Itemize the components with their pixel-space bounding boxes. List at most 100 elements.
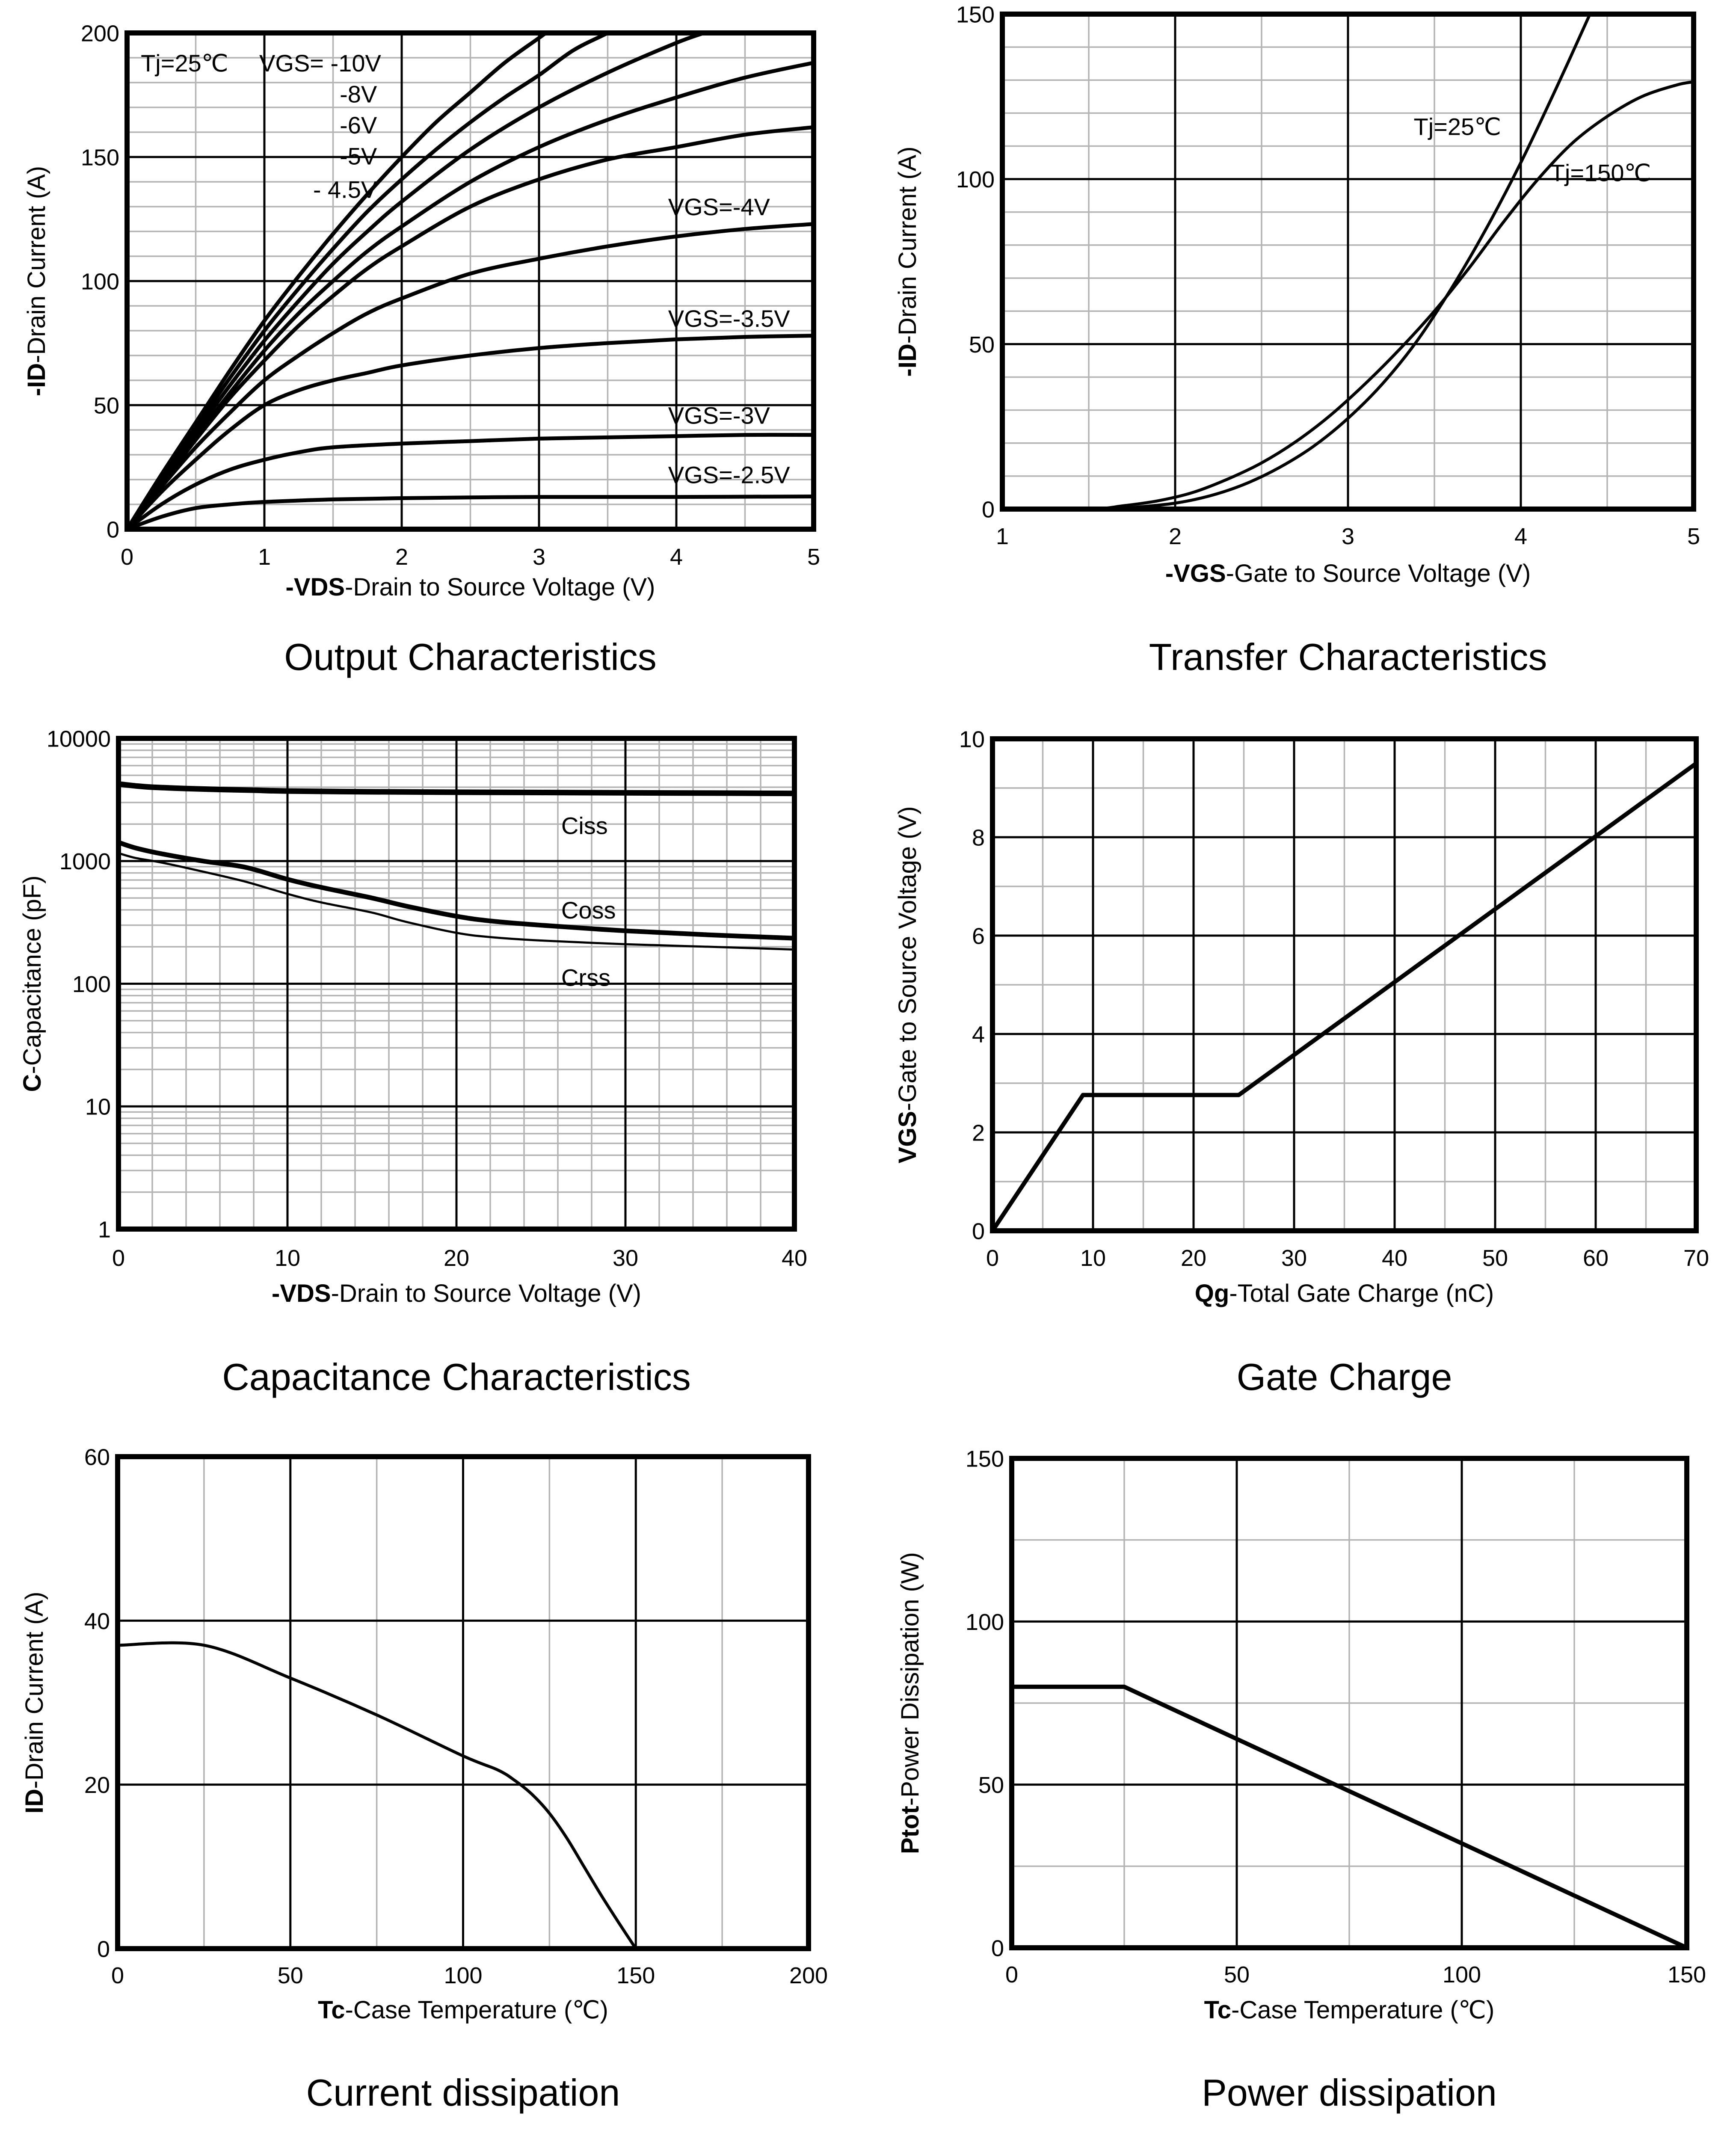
curve-annotations: Tj=25℃ VGS= -10V -8V -6V -5V - 4.5V VGS=-4V VGS… bbox=[141, 50, 790, 489]
annotation-label: -5V bbox=[340, 142, 377, 169]
x-tick-label: 100 bbox=[444, 1963, 482, 1988]
x-tick-label: 5 bbox=[1687, 524, 1700, 549]
x-tick-label: 20 bbox=[444, 1245, 469, 1271]
curve-vgs--2.5v bbox=[127, 494, 814, 529]
y-tick-labels: 1 10 100 1000 10000 bbox=[47, 726, 111, 1242]
x-tick-labels: 0 10 20 30 40 bbox=[112, 1245, 807, 1271]
y-tick-label: 0 bbox=[107, 517, 119, 542]
plot-border bbox=[115, 1454, 811, 1951]
x-tick-label: 200 bbox=[789, 1963, 828, 1988]
x-axis-title: Tc-Case Temperature (℃) bbox=[318, 1996, 608, 2024]
x-tick-label: 4 bbox=[1514, 524, 1527, 549]
y-tick-labels: 0 50 100 150 bbox=[966, 1446, 1004, 1961]
x-tick-label: 2 bbox=[1169, 524, 1182, 549]
x-tick-label: 30 bbox=[613, 1245, 638, 1271]
curve-annotations: Tj=25℃ Tj=150℃ bbox=[1414, 113, 1651, 186]
x-tick-label: 0 bbox=[1005, 1962, 1018, 1988]
curve-vgs--8v bbox=[127, 33, 612, 529]
chart-caption: Current dissipation bbox=[306, 2071, 620, 2114]
y-tick-label: 150 bbox=[956, 2, 995, 27]
y-tick-label: 10000 bbox=[47, 726, 111, 752]
curve-ptot-vs-tc bbox=[1012, 1684, 1687, 1948]
chart-caption: Capacitance Characteristics bbox=[222, 1356, 691, 1398]
plot-border bbox=[1000, 12, 1696, 512]
y-tick-label: 0 bbox=[991, 1935, 1004, 1961]
x-tick-label: 50 bbox=[278, 1963, 303, 1988]
minor-gridlines bbox=[992, 739, 1696, 1231]
x-tick-label: 0 bbox=[111, 1963, 124, 1988]
annotation-label: VGS= -10V bbox=[259, 50, 381, 77]
curve-vgs--6v bbox=[127, 33, 710, 529]
x-tick-labels: 1 2 3 4 5 bbox=[996, 524, 1700, 549]
annotation-label: Ciss bbox=[561, 812, 608, 839]
y-tick-label: 50 bbox=[94, 393, 119, 418]
y-tick-label: 200 bbox=[81, 21, 119, 46]
curve-coss bbox=[118, 840, 794, 941]
y-axis-title: VGS-Gate to Source Voltage (V) bbox=[894, 806, 921, 1164]
series-curves bbox=[1012, 1684, 1687, 1948]
x-tick-label: 3 bbox=[1342, 524, 1354, 549]
y-tick-label: 150 bbox=[966, 1446, 1004, 1472]
y-tick-label: 0 bbox=[982, 497, 995, 522]
curve-annotations: Ciss Coss Crss bbox=[561, 812, 616, 991]
x-tick-label: 10 bbox=[1080, 1245, 1106, 1271]
x-tick-labels: 0 10 20 30 40 50 60 70 bbox=[986, 1245, 1709, 1271]
series-curves bbox=[992, 761, 1696, 1231]
annotation-label: Tj=25℃ bbox=[1414, 113, 1502, 140]
y-axis-title: -ID-Drain Current (A) bbox=[894, 146, 921, 376]
y-axis-title: C-Capacitance (pF) bbox=[18, 875, 46, 1092]
chart-power-dissipation: 0 50 100 150 0 50 100 150 Tc-Case Temperature (℃… bbox=[896, 1446, 1706, 2114]
annotation-label: - 4.5V bbox=[313, 176, 377, 203]
y-tick-label: 150 bbox=[81, 145, 119, 170]
x-axis-title: Tc-Case Temperature (℃) bbox=[1204, 1996, 1495, 2024]
curve-vgs--3v bbox=[127, 433, 814, 529]
curve-vgs-vs-qg bbox=[992, 761, 1696, 1231]
plot-border bbox=[116, 736, 797, 1232]
plot-border bbox=[1009, 1456, 1689, 1950]
y-tick-label: 4 bbox=[972, 1022, 985, 1047]
y-tick-label: 6 bbox=[972, 923, 985, 949]
x-tick-label: 5 bbox=[807, 544, 820, 570]
minor-gridlines bbox=[1012, 1458, 1687, 1948]
chart-caption: Transfer Characteristics bbox=[1149, 636, 1547, 678]
annotation-label: VGS=-4V bbox=[668, 193, 770, 220]
x-axis-title: -VDS-Drain to Source Voltage (V) bbox=[286, 573, 655, 601]
chart-capacitance: 0 10 20 30 40 1 10 100 1000 10000 -VDS-Drain to So… bbox=[18, 726, 807, 1398]
x-tick-label: 50 bbox=[1482, 1245, 1508, 1271]
x-tick-label: 2 bbox=[395, 544, 408, 570]
series-curves bbox=[1002, 14, 1694, 509]
curve-tj-150- bbox=[1002, 80, 1694, 509]
curve-vgs--10v bbox=[127, 33, 549, 529]
y-tick-label: 50 bbox=[978, 1772, 1004, 1798]
annotation-label: VGS=-2.5V bbox=[668, 462, 790, 489]
x-tick-label: 100 bbox=[1443, 1962, 1481, 1988]
x-axis-title: Qg-Total Gate Charge (nC) bbox=[1195, 1280, 1494, 1307]
x-tick-label: 1 bbox=[996, 524, 1009, 549]
major-gridlines bbox=[992, 739, 1696, 1231]
chart-current-dissipation: 0 50 100 150 200 0 20 40 60 Tc-Case Temperature (… bbox=[21, 1444, 828, 2114]
chart-gate-charge: 0 10 20 30 40 50 60 70 0 2 4 6 8 10 Qg-Total Gate Char… bbox=[894, 726, 1709, 1398]
annotation-label: Tj=150℃ bbox=[1550, 159, 1651, 186]
curve-tj-25- bbox=[1002, 14, 1592, 509]
y-tick-labels: 0 50 100 150 bbox=[956, 2, 995, 522]
series-curves bbox=[118, 1641, 637, 1949]
x-tick-labels: 0 50 100 150 bbox=[1005, 1962, 1706, 1988]
annotation-label: VGS=-3.5V bbox=[668, 305, 790, 332]
y-tick-label: 100 bbox=[72, 972, 111, 997]
y-tick-label: 2 bbox=[972, 1120, 985, 1146]
y-tick-label: 100 bbox=[956, 167, 995, 193]
x-tick-label: 150 bbox=[1668, 1962, 1706, 1988]
series-curves bbox=[127, 33, 814, 529]
x-tick-label: 150 bbox=[616, 1963, 655, 1988]
curve-vgs--4.5v bbox=[127, 125, 814, 529]
curve-vgs--3.5v bbox=[127, 334, 814, 529]
x-tick-label: 0 bbox=[121, 544, 133, 570]
y-tick-labels: 0 50 100 150 200 bbox=[81, 21, 119, 542]
x-tick-label: 50 bbox=[1224, 1962, 1250, 1988]
major-gridlines bbox=[127, 33, 814, 529]
x-axis-title: -VDS-Drain to Source Voltage (V) bbox=[272, 1280, 641, 1307]
chart-caption: Power dissipation bbox=[1202, 2071, 1497, 2114]
curve-crss bbox=[118, 852, 794, 951]
